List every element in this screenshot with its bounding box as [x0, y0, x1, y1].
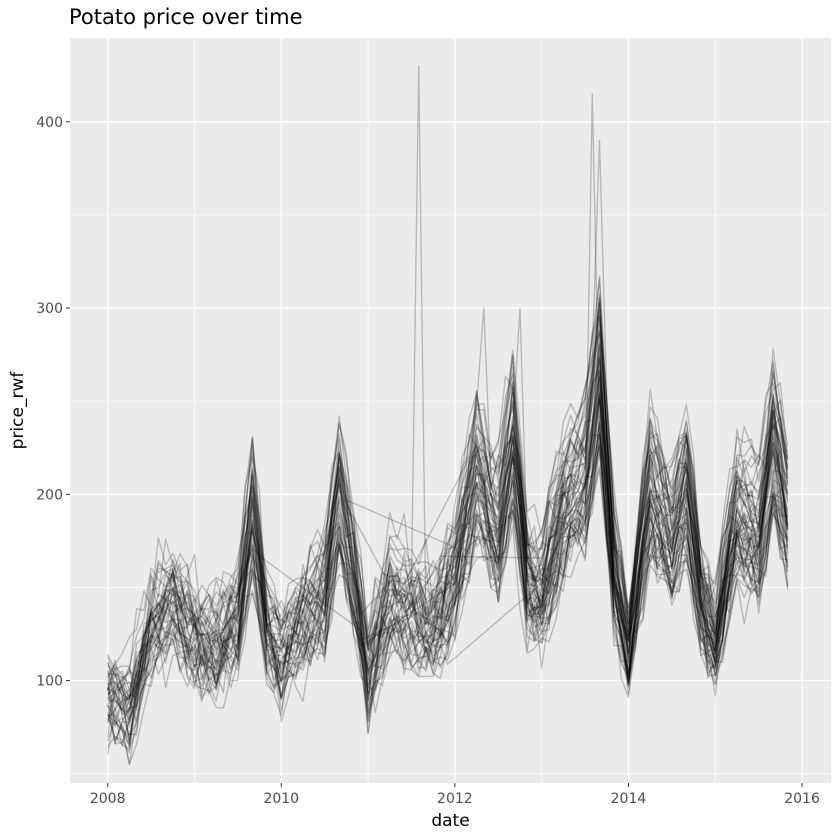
price-series-line: [107, 445, 789, 742]
price-series-line: [121, 373, 789, 721]
price-series-line: [107, 301, 789, 691]
y-tick-label: 400: [36, 115, 63, 131]
price-series-line: [107, 397, 789, 712]
y-tick-label: 200: [36, 487, 63, 503]
chart-title: Potato price over time: [69, 5, 303, 29]
price-series-line: [107, 399, 789, 717]
price-series-line: [107, 398, 789, 743]
price-series-line: [107, 358, 789, 686]
price-series-line: [107, 394, 789, 744]
price-series-line: [107, 436, 789, 766]
price-series-line: [150, 293, 789, 700]
price-series-line: [107, 297, 789, 693]
price-series-line: [107, 430, 789, 739]
price-series-line: [107, 356, 789, 700]
price-series-line: [107, 344, 789, 721]
x-tick-label: 2014: [611, 791, 647, 807]
price-series-line: [172, 316, 789, 647]
axis-ticks: 2008 2010 2012 2014 2016 100 200 300 400: [36, 115, 820, 807]
x-tick-label: 2012: [437, 791, 473, 807]
price-series-line: [107, 329, 789, 698]
price-series-line: [432, 432, 789, 654]
price-series-line: [107, 354, 789, 728]
price-series-line: [237, 422, 789, 679]
price-series-line: [107, 377, 789, 720]
price-series-line: [107, 446, 789, 766]
price-series-line: [107, 277, 789, 676]
price-series-line: [107, 275, 789, 670]
price-series-line: [107, 376, 789, 721]
price-series-line: [107, 366, 789, 703]
price-series-line: [107, 469, 789, 750]
price-series-line: [128, 369, 789, 700]
price-series-line: [107, 302, 789, 716]
price-series-line: [107, 409, 789, 745]
price-series-line: [483, 384, 788, 646]
price-series-line: [107, 422, 789, 738]
x-axis-title: date: [431, 811, 469, 831]
price-series-line: [107, 399, 789, 711]
price-series-line: [432, 434, 789, 695]
price-series-line: [107, 376, 789, 736]
grid-lines: [70, 38, 831, 783]
plot-background: [70, 38, 831, 783]
x-tick-label: 2008: [90, 791, 126, 807]
y-tick-label: 300: [36, 301, 63, 317]
price-series-line: [107, 391, 789, 747]
price-series-line: [107, 362, 789, 711]
price-series-line: [533, 420, 788, 674]
price-series-line: [461, 388, 789, 688]
price-series-line: [107, 330, 789, 705]
price-series-line: [107, 465, 789, 754]
price-series-line: [461, 315, 789, 640]
price-series-line: [446, 93, 789, 678]
price-series-line: [158, 139, 789, 633]
y-tick-label: 100: [36, 674, 63, 690]
price-series-line: [107, 310, 789, 679]
price-series-line: [107, 295, 789, 701]
price-series-line: [107, 452, 789, 745]
price-series-line: [114, 433, 788, 745]
series-lines: [107, 65, 789, 766]
price-series-line: [107, 370, 789, 698]
x-tick-label: 2010: [263, 791, 299, 807]
price-series-line: [107, 394, 789, 705]
price-series-line: [381, 414, 789, 672]
x-tick-label: 2016: [784, 791, 820, 807]
price-series-line: [107, 355, 789, 728]
price-series-line: [107, 65, 789, 721]
price-series-line: [418, 426, 789, 678]
price-series-line: [107, 333, 789, 742]
price-series-line: [107, 345, 789, 713]
price-series-line: [107, 443, 789, 747]
price-series-line: [107, 442, 789, 749]
price-series-line: [128, 392, 789, 712]
price-series-line: [280, 323, 789, 656]
y-axis-title: price_rwf: [8, 371, 28, 450]
price-series-line: [107, 314, 789, 712]
